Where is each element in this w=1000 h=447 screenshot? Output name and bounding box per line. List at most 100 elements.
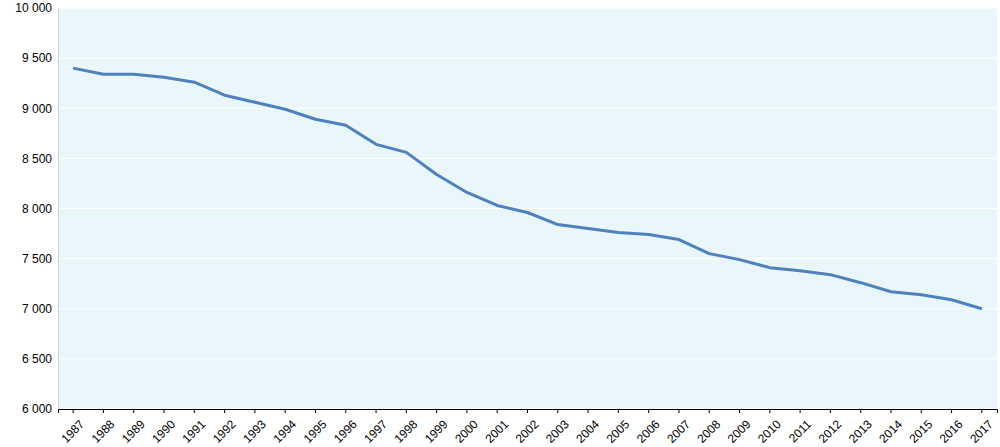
chart: 6 0006 5007 0007 5008 0008 5009 0009 500… <box>0 0 1000 447</box>
x-tick-label: 1987 <box>58 417 87 446</box>
y-tick: 7 500 <box>22 252 58 266</box>
x-tick-mark <box>315 409 316 413</box>
x-tick-mark <box>376 409 377 413</box>
x-tick-mark <box>648 409 649 413</box>
x-tick: 1994 <box>270 409 299 446</box>
x-tick-label: 1988 <box>89 417 118 446</box>
x-tick-label: 1989 <box>119 417 148 446</box>
x-tick-mark <box>497 409 498 413</box>
x-tick: 2001 <box>482 409 511 446</box>
x-tick-mark <box>527 409 528 413</box>
grid-line <box>58 8 997 9</box>
x-tick-label: 2013 <box>846 417 875 446</box>
x-tick: 2016 <box>937 409 966 446</box>
x-tick-label: 1993 <box>240 417 269 446</box>
marks <box>73 68 982 309</box>
x-tick-label: 1992 <box>210 417 239 446</box>
x-tick: 1993 <box>240 409 269 446</box>
x-tick: 1992 <box>210 409 239 446</box>
x-tick: 2015 <box>907 409 936 446</box>
y-axis-line <box>58 9 59 410</box>
grid-line <box>58 358 997 359</box>
grid-line <box>58 58 997 59</box>
y-tick: 7 000 <box>22 302 58 316</box>
x-tick-label: 1991 <box>180 417 209 446</box>
x-tick: 1998 <box>392 409 421 446</box>
x-tick-mark <box>739 409 740 413</box>
x-tick: 2003 <box>543 409 572 446</box>
x-tick-label: 2012 <box>816 417 845 446</box>
plot-background <box>58 8 997 409</box>
x-tick-label: 2014 <box>876 417 905 446</box>
x-tick-label: 1997 <box>361 417 390 446</box>
y-tick: 10 000 <box>15 1 58 15</box>
x-tick: 1989 <box>119 409 148 446</box>
x-tick-mark <box>406 409 407 413</box>
x-tick: 1991 <box>180 409 209 446</box>
x-tick: 2004 <box>573 409 602 446</box>
x-tick-label: 2010 <box>755 417 784 446</box>
line <box>73 68 982 309</box>
x-tick-label: 2015 <box>907 417 936 446</box>
x-tick-mark <box>466 409 467 413</box>
x-tick-label: 2000 <box>452 417 481 446</box>
grid-line <box>58 308 997 309</box>
x-tick-mark <box>254 409 255 413</box>
x-axis-line <box>59 410 998 414</box>
y-tick-label: 6 500 <box>22 352 52 366</box>
x-tick-mark <box>103 409 104 413</box>
x-tick-mark <box>709 409 710 413</box>
x-tick-mark <box>557 409 558 413</box>
y-tick: 6 500 <box>22 352 58 366</box>
x-tick: 1996 <box>331 409 360 446</box>
x-tick: 2008 <box>695 409 724 446</box>
x-tick-mark <box>164 409 165 413</box>
y-tick-label: 10 000 <box>15 1 52 15</box>
y-tick: 8 500 <box>22 152 58 166</box>
grid-line <box>58 258 997 259</box>
x-tick-label: 1998 <box>392 417 421 446</box>
grid-line <box>58 158 997 159</box>
x-axis: 1987198819891990199119921993199419951996… <box>58 409 997 446</box>
grid-line <box>58 108 997 109</box>
y-axis: 6 0006 5007 0007 5008 0008 5009 0009 500… <box>15 1 58 416</box>
grid-line <box>58 208 997 209</box>
x-tick-label: 2011 <box>786 417 814 445</box>
x-tick-label: 2003 <box>543 417 572 446</box>
x-tick-mark <box>951 409 952 413</box>
x-tick: 2013 <box>846 409 875 446</box>
x-tick-mark <box>436 409 437 413</box>
x-tick-mark <box>618 409 619 413</box>
x-tick-label: 2001 <box>482 417 511 446</box>
y-tick-label: 9 500 <box>22 51 52 65</box>
x-tick-mark <box>678 409 679 413</box>
x-tick: 2005 <box>604 409 633 446</box>
grid <box>58 8 997 409</box>
x-tick-mark <box>860 409 861 413</box>
x-tick: 2000 <box>452 409 481 446</box>
x-tick-label: 1995 <box>301 417 330 446</box>
x-tick: 1988 <box>89 409 118 446</box>
y-tick-label: 9 000 <box>22 102 52 116</box>
x-tick-mark <box>769 409 770 413</box>
x-tick: 2014 <box>876 409 905 446</box>
x-tick-mark <box>830 409 831 413</box>
x-tick-label: 2004 <box>573 417 602 446</box>
x-tick: 2006 <box>634 409 663 446</box>
y-tick: 6 000 <box>22 402 58 416</box>
x-tick-mark <box>981 409 982 413</box>
x-tick-mark <box>800 409 801 413</box>
x-tick: 1999 <box>422 409 451 446</box>
y-tick-label: 6 000 <box>22 402 52 416</box>
x-tick: 1987 <box>58 409 87 446</box>
x-tick: 2017 <box>967 409 996 446</box>
x-tick-mark <box>921 409 922 413</box>
x-tick: 2009 <box>725 409 754 446</box>
x-tick: 2002 <box>513 409 542 446</box>
x-tick-label: 2009 <box>725 417 754 446</box>
x-tick-label: 2007 <box>664 417 693 446</box>
x-tick-label: 2002 <box>513 417 542 446</box>
x-tick-label: 2006 <box>634 417 663 446</box>
x-tick: 2011 <box>786 409 814 445</box>
x-tick: 1997 <box>361 409 390 446</box>
